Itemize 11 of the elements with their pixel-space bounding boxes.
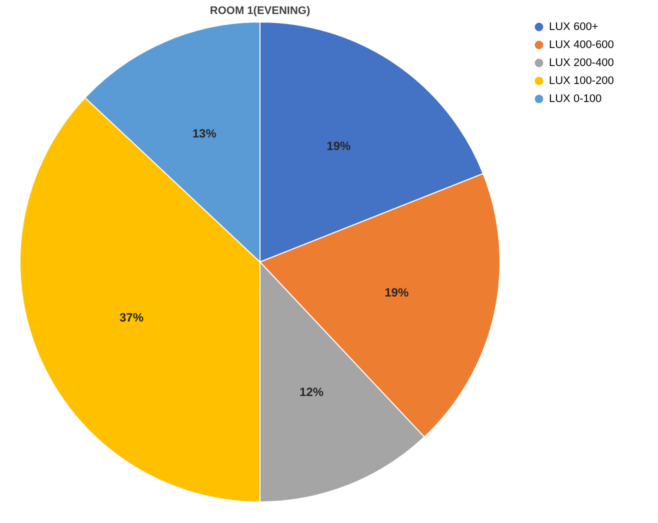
data-label: 13% [192, 126, 217, 141]
data-label: 12% [300, 385, 324, 400]
legend-label: LUX 200-400 [549, 57, 614, 69]
data-label: 19% [384, 286, 409, 300]
data-label: 37% [120, 310, 144, 325]
legend-label: LUX 0-100 [549, 93, 602, 105]
legend-label: LUX 600+ [549, 21, 598, 33]
legend-label: LUX 400-600 [549, 39, 614, 51]
chart-title: ROOM 1(EVENING) [210, 5, 310, 17]
legend-label: LUX 100-200 [549, 75, 614, 87]
data-label: 19% [326, 139, 352, 154]
